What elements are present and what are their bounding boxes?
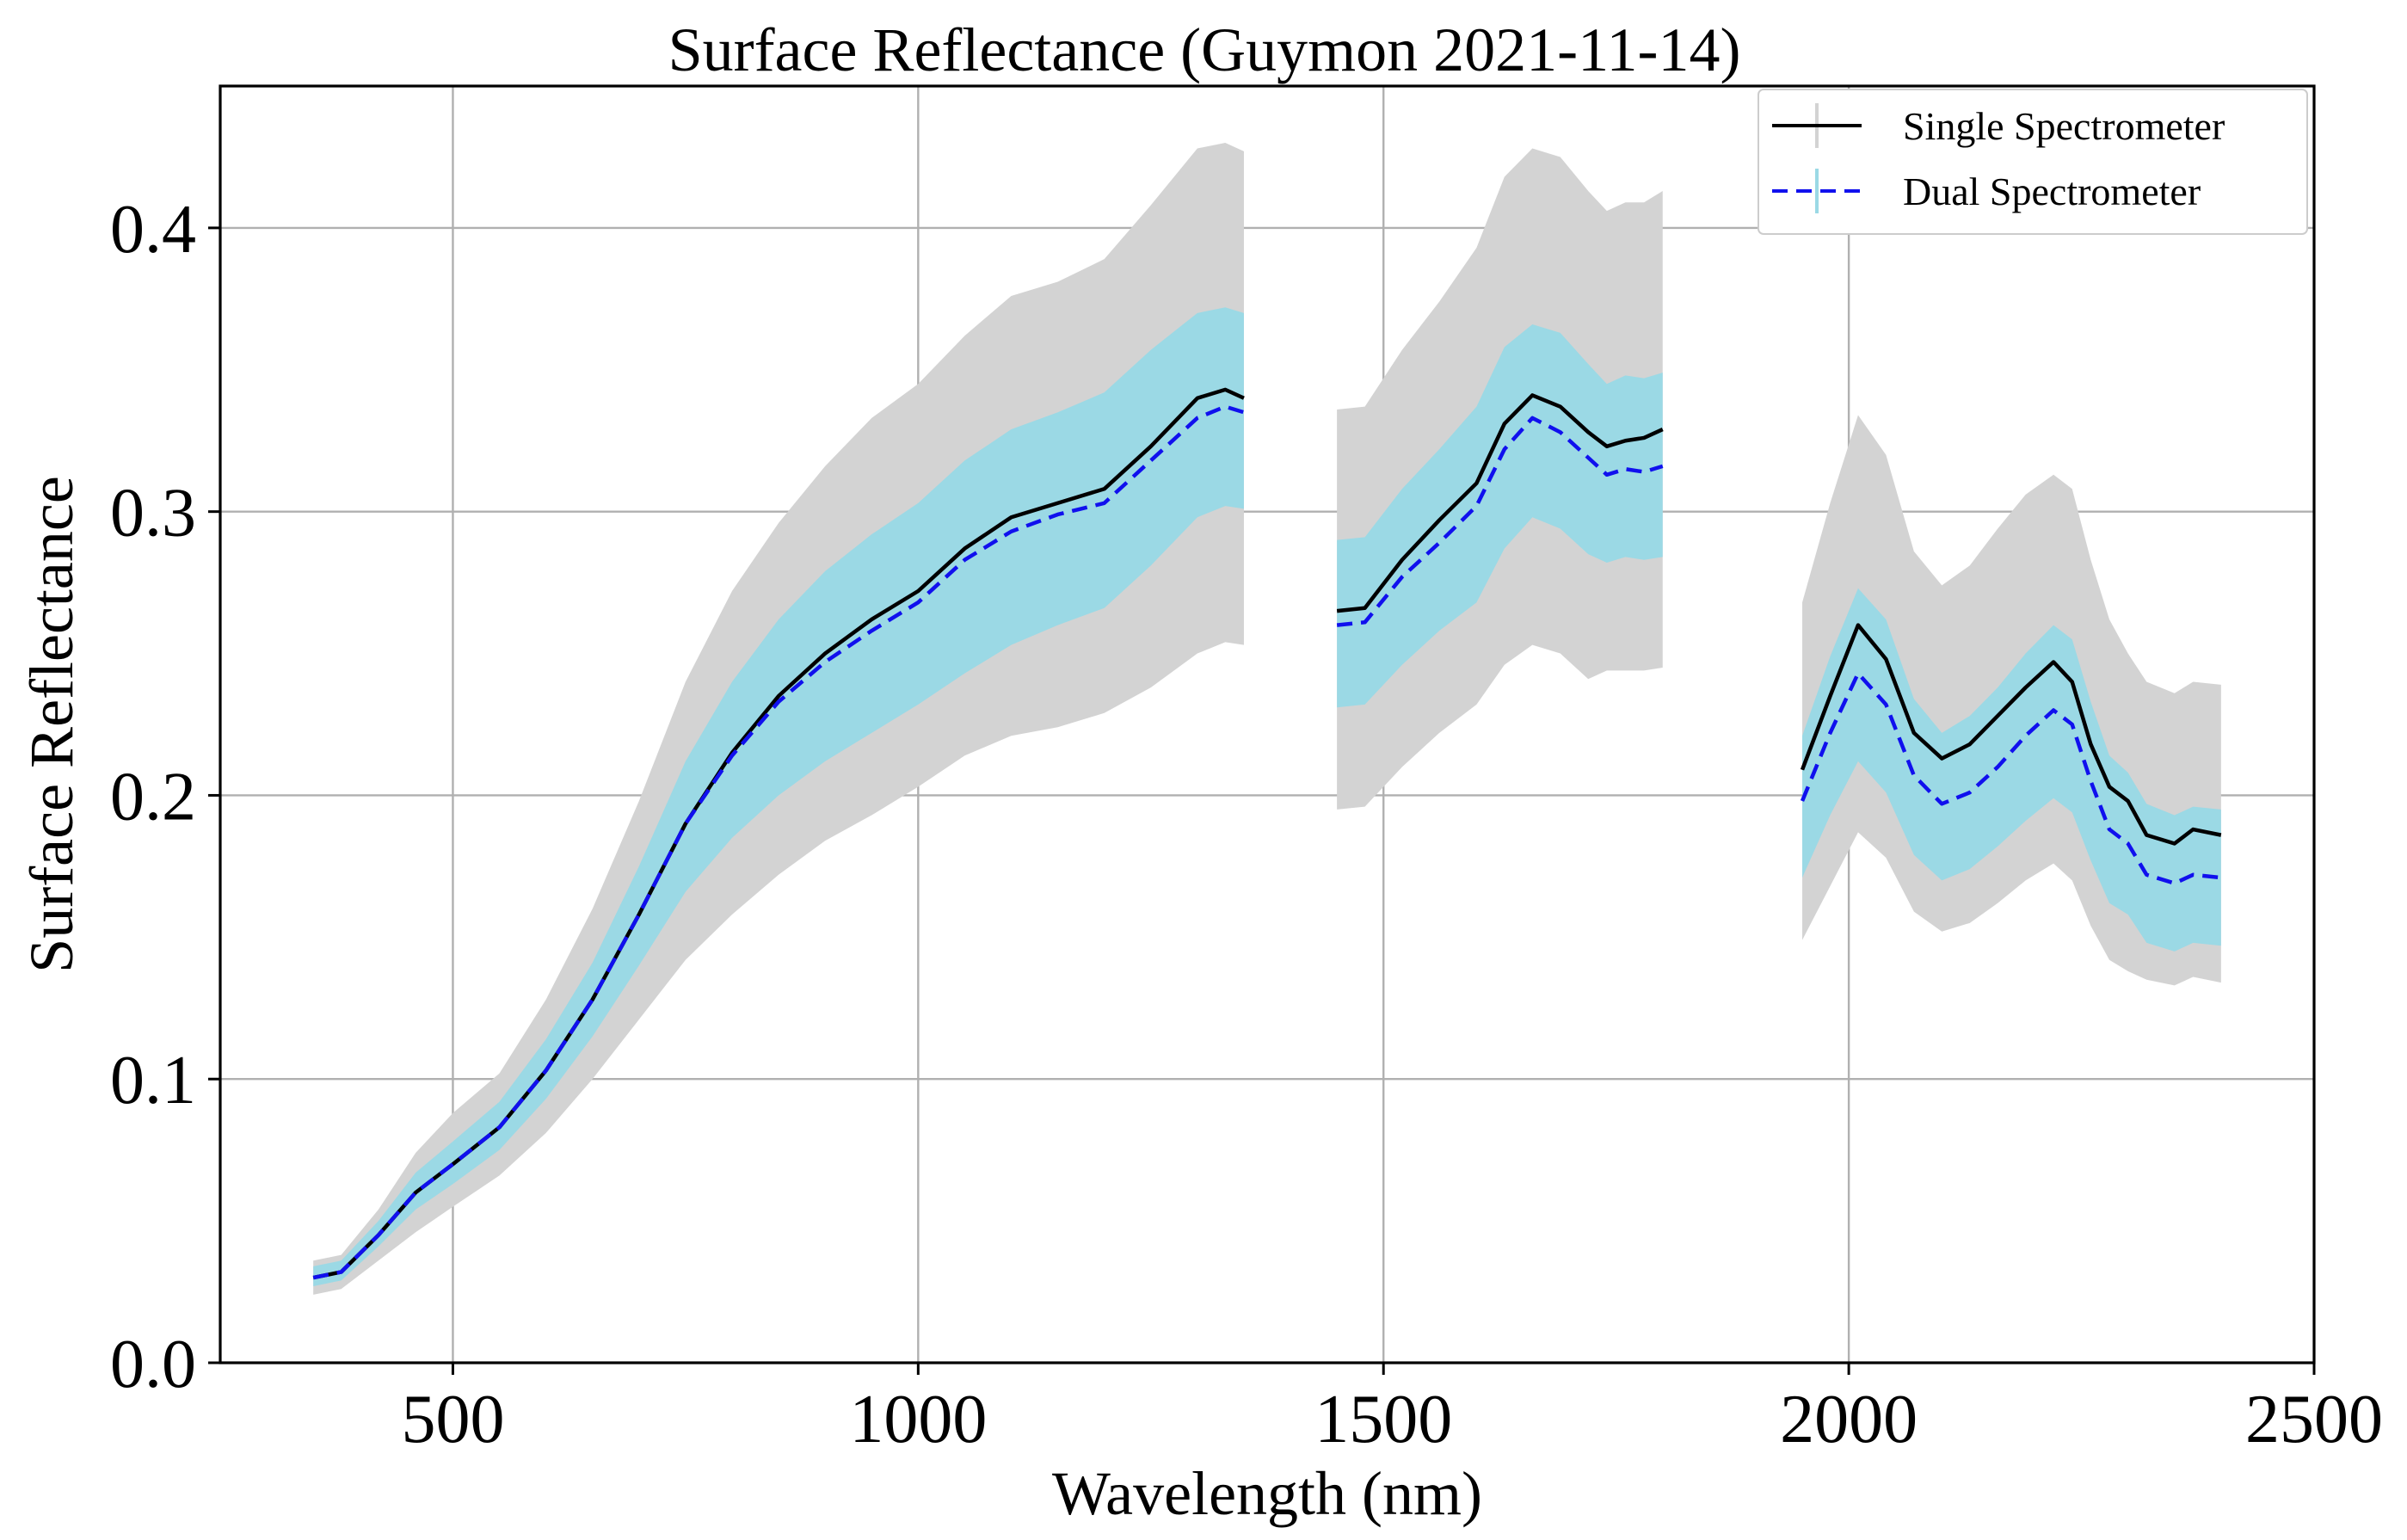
dual-spectrometer-line [1336, 416, 1664, 627]
y-tick-label: 0.4 [110, 192, 196, 268]
y-axis-label: Surface Reflectance [17, 476, 86, 973]
x-tick-label: 2000 [1780, 1382, 1918, 1457]
single-spectrometer-line [1800, 623, 2222, 846]
y-tick-label: 0.2 [110, 759, 196, 835]
dual-spectrometer-band [313, 307, 1244, 1286]
single-spectrometer-line [1336, 393, 1664, 613]
plot-frame [219, 84, 2316, 1364]
x-tick-label: 2500 [2245, 1382, 2383, 1457]
axis-ticks: 500 1000 1500 2000 2500 0.0 0.1 0.2 0.3 0.4 [110, 192, 2383, 1457]
x-axis-label: Wavelength (nm) [1052, 1459, 1482, 1528]
uncertainty-bands [313, 142, 2221, 1295]
dual-spectrometer-line [1800, 671, 2222, 885]
dual-spectrometer-band [1337, 324, 1663, 708]
dual-spectrometer-line [312, 404, 1245, 1280]
legend-dual-label: Dual Spectrometer [1903, 169, 2201, 213]
chart-title: Surface Reflectance (Guymon 2021-11-14) [668, 15, 1741, 84]
y-tick-label: 0.3 [110, 476, 196, 551]
y-tick-label: 0.0 [110, 1327, 196, 1402]
dual-spectrometer-band [1802, 588, 2221, 952]
x-tick-label: 500 [401, 1382, 504, 1457]
legend: Single Spectrometer Dual Spectrometer [1758, 89, 2308, 235]
legend-single-label: Single Spectrometer [1903, 104, 2225, 148]
x-tick-label: 1500 [1314, 1382, 1452, 1457]
series-lines [312, 387, 2222, 1280]
x-tick-label: 1000 [849, 1382, 987, 1457]
y-tick-label: 0.1 [110, 1043, 196, 1118]
legend-box [1758, 89, 2308, 235]
